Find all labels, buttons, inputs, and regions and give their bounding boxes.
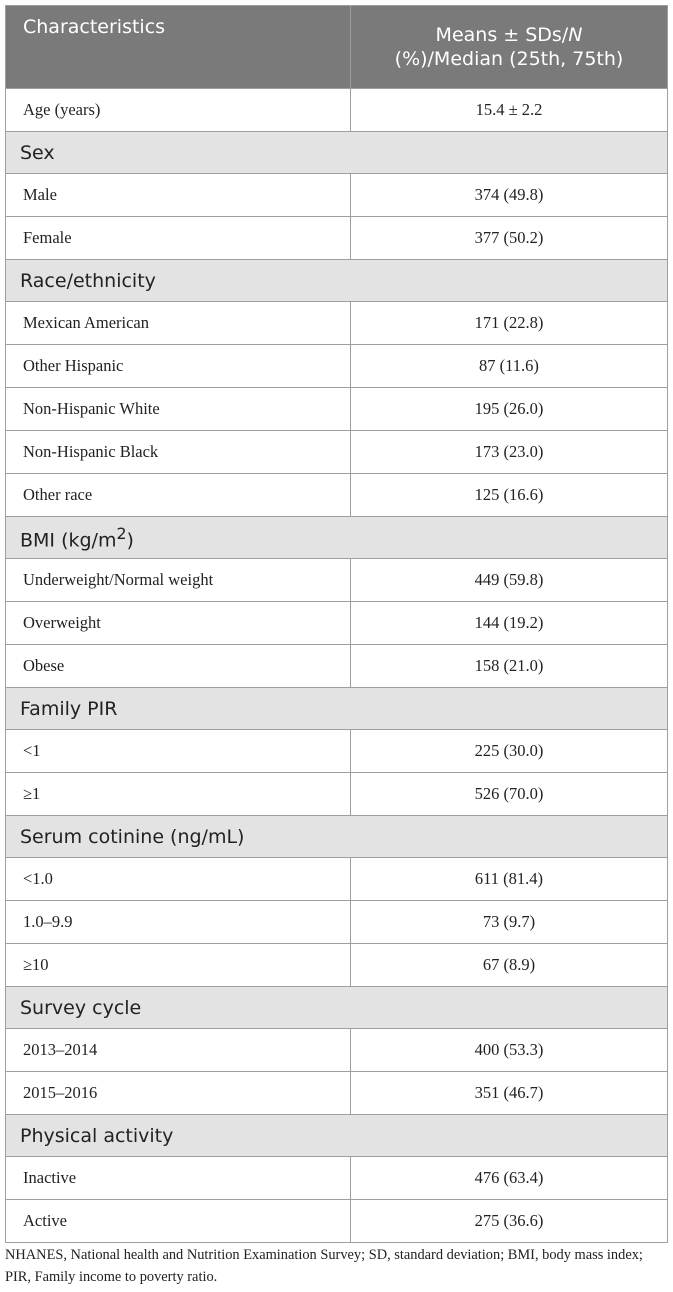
table-row: Obese 158 (21.0) xyxy=(5,644,668,688)
row-label: Other race xyxy=(5,473,351,517)
table-row: Male 374 (49.8) xyxy=(5,173,668,217)
row-value: 611 (81.4) xyxy=(350,857,668,901)
table-footnote: NHANES, National health and Nutrition Ex… xyxy=(5,1247,643,1285)
section-title: Physical activity xyxy=(5,1114,668,1157)
section-title: Survey cycle xyxy=(5,986,668,1029)
section-title: Serum cotinine (ng/mL) xyxy=(5,815,668,858)
section-pir: Family PIR xyxy=(5,687,668,730)
section-title: Family PIR xyxy=(5,687,668,730)
row-value: 158 (21.0) xyxy=(350,644,668,688)
table-row: 2013–2014 400 (53.3) xyxy=(5,1028,668,1072)
row-value: 449 (59.8) xyxy=(350,558,668,602)
row-label: Inactive xyxy=(5,1156,351,1200)
row-label: Mexican American xyxy=(5,301,351,345)
table-row: Non-Hispanic Black 173 (23.0) xyxy=(5,430,668,474)
table-row: <1 225 (30.0) xyxy=(5,729,668,773)
row-value: 171 (22.8) xyxy=(350,301,668,345)
row-label: <1.0 xyxy=(5,857,351,901)
row-value: 526 (70.0) xyxy=(350,772,668,816)
row-value: 67 (8.9) xyxy=(350,943,668,987)
row-value: 195 (26.0) xyxy=(350,387,668,431)
row-value: 377 (50.2) xyxy=(350,216,668,260)
row-label: Non-Hispanic Black xyxy=(5,430,351,474)
section-cotinine: Serum cotinine (ng/mL) xyxy=(5,815,668,858)
header-characteristics: Characteristics xyxy=(5,5,351,89)
row-value: 73 (9.7) xyxy=(350,900,668,944)
row-label: Non-Hispanic White xyxy=(5,387,351,431)
row-label: 2015–2016 xyxy=(5,1071,351,1115)
table-row: ≥10 67 (8.9) xyxy=(5,943,668,987)
table-row: Mexican American 171 (22.8) xyxy=(5,301,668,345)
row-value: 87 (11.6) xyxy=(350,344,668,388)
table-row: Active 275 (36.6) xyxy=(5,1199,668,1243)
table-row: Inactive 476 (63.4) xyxy=(5,1156,668,1200)
section-sex: Sex xyxy=(5,131,668,174)
row-label: Underweight/Normal weight xyxy=(5,558,351,602)
section-survey-cycle: Survey cycle xyxy=(5,986,668,1029)
header-stat-n: N xyxy=(568,24,583,46)
row-value: 225 (30.0) xyxy=(350,729,668,773)
bmi-title: BMI (kg/m xyxy=(20,529,117,552)
bmi-title-end: ) xyxy=(126,529,134,552)
row-value: 144 (19.2) xyxy=(350,601,668,645)
row-label: ≥1 xyxy=(5,772,351,816)
row-label: Overweight xyxy=(5,601,351,645)
section-bmi: BMI (kg/m2) xyxy=(5,516,668,559)
row-label: Other Hispanic xyxy=(5,344,351,388)
table-row: Female 377 (50.2) xyxy=(5,216,668,260)
row-value: 476 (63.4) xyxy=(350,1156,668,1200)
header-statistics: Means ± SDs/N (%)/Median (25th, 75th) xyxy=(350,5,668,89)
table-row: Other race 125 (16.6) xyxy=(5,473,668,517)
row-label: Age (years) xyxy=(5,88,351,132)
table-row: Other Hispanic 87 (11.6) xyxy=(5,344,668,388)
table-row: ≥1 526 (70.0) xyxy=(5,772,668,816)
section-physical-activity: Physical activity xyxy=(5,1114,668,1157)
row-value: 351 (46.7) xyxy=(350,1071,668,1115)
table-header: Characteristics Means ± SDs/N (%)/Median … xyxy=(5,5,668,89)
section-race: Race/ethnicity xyxy=(5,259,668,302)
table-row: Underweight/Normal weight 449 (59.8) xyxy=(5,558,668,602)
table-row: 2015–2016 351 (46.7) xyxy=(5,1071,668,1115)
table-row: 1.0–9.9 73 (9.7) xyxy=(5,900,668,944)
row-value: 125 (16.6) xyxy=(350,473,668,517)
row-value: 15.4 ± 2.2 xyxy=(350,88,668,132)
table-row: Age (years) 15.4 ± 2.2 xyxy=(5,88,668,132)
table-row: <1.0 611 (81.4) xyxy=(5,857,668,901)
header-stat-line2: (%)/Median (25th, 75th) xyxy=(394,48,624,70)
row-label: Female xyxy=(5,216,351,260)
characteristics-table: Characteristics Means ± SDs/N (%)/Median … xyxy=(5,5,668,1243)
row-label: <1 xyxy=(5,729,351,773)
row-label: ≥10 xyxy=(5,943,351,987)
table-row: Non-Hispanic White 195 (26.0) xyxy=(5,387,668,431)
bmi-title-sup: 2 xyxy=(116,523,127,543)
row-value: 400 (53.3) xyxy=(350,1028,668,1072)
section-title: Sex xyxy=(5,131,668,174)
row-label: Obese xyxy=(5,644,351,688)
row-label: Active xyxy=(5,1199,351,1243)
section-title: Race/ethnicity xyxy=(5,259,668,302)
row-label: 1.0–9.9 xyxy=(5,900,351,944)
row-label: Male xyxy=(5,173,351,217)
row-value: 374 (49.8) xyxy=(350,173,668,217)
row-value: 275 (36.6) xyxy=(350,1199,668,1243)
row-value: 173 (23.0) xyxy=(350,430,668,474)
table-row: Overweight 144 (19.2) xyxy=(5,601,668,645)
header-stat-line1: Means ± SDs/ xyxy=(435,24,569,46)
row-label: 2013–2014 xyxy=(5,1028,351,1072)
section-title: BMI (kg/m2) xyxy=(5,516,668,559)
